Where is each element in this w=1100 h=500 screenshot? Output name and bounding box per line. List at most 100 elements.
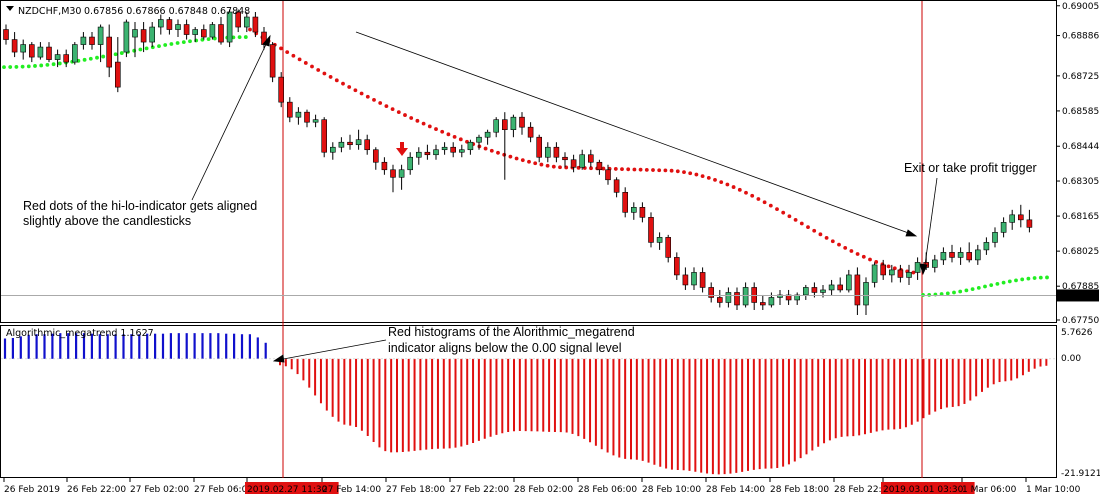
time-highlight-label: 2019.02.27 11:30 — [247, 485, 328, 495]
bear-candle-body — [605, 169, 611, 181]
bear-candle-body — [527, 126, 534, 138]
bear-candle-body — [304, 111, 310, 123]
hilo-red-dot — [372, 98, 376, 102]
bull-candle-body — [691, 272, 697, 286]
hilo-green-dot — [101, 54, 106, 59]
candle — [957, 247, 964, 265]
bear-candle-body — [648, 217, 654, 243]
hilo-red-dot — [365, 94, 370, 99]
candle — [1026, 209, 1033, 233]
hilo-green-dot — [95, 55, 99, 60]
bull-candle-body — [974, 249, 981, 261]
time-tick-label: 27 Feb 22:00 — [450, 485, 509, 495]
bull-candle-body — [338, 141, 345, 148]
hilo-red-dot — [657, 168, 662, 173]
hilo-red-dot — [496, 150, 500, 155]
price-tick-label: 0.68444 — [1062, 142, 1099, 152]
candle — [785, 289, 792, 305]
hilo-red-dot — [762, 200, 767, 205]
bull-candle-body — [80, 36, 87, 45]
candle — [691, 267, 697, 290]
candle — [132, 22, 138, 58]
bull-candle-body — [983, 242, 990, 251]
candle — [252, 12, 259, 38]
bear-candle-body — [1017, 214, 1024, 221]
hilo-red-dot — [663, 168, 668, 173]
hilo-green-dot — [26, 64, 31, 69]
hilo-red-dot — [886, 264, 891, 269]
symbol-dropdown-icon[interactable] — [6, 6, 14, 11]
hilo-red-dot — [620, 167, 624, 172]
bull-candle-body — [940, 252, 947, 261]
bear-candle-body — [372, 149, 379, 163]
hilo-red-dot — [632, 167, 637, 172]
bull-candle-body — [914, 262, 921, 273]
candle — [390, 164, 396, 193]
bull-candle-body — [579, 154, 586, 168]
hilo-red-dot — [818, 232, 823, 237]
candle — [570, 154, 577, 173]
hilo-green-dot — [57, 61, 62, 66]
bear-candle-body — [89, 36, 95, 45]
hilo-red-dot — [508, 154, 513, 159]
bear-candle-body — [966, 252, 973, 261]
bull-candle-body — [132, 29, 138, 38]
hilo-red-dot — [744, 190, 748, 195]
hilo-red-dot — [434, 127, 438, 131]
hilo-green-dot — [970, 287, 975, 292]
bear-candle-body — [837, 284, 844, 291]
hilo-red-dot — [279, 46, 283, 51]
hilo-green-dot — [1020, 277, 1025, 282]
bull-candle-body — [656, 237, 663, 243]
hilo-red-dot — [626, 167, 631, 172]
candle — [682, 267, 689, 290]
candle — [699, 267, 706, 293]
bull-candle-body — [871, 264, 878, 283]
candle — [183, 19, 190, 40]
hilo-red-dot — [446, 132, 451, 137]
candle — [467, 139, 474, 155]
hilo-green-dot — [945, 291, 950, 296]
indicator-zero-label: 0.00 — [1061, 354, 1081, 364]
candle — [381, 157, 388, 175]
hilo-red-dot — [849, 249, 854, 253]
trend-line — [355, 31, 915, 236]
hilo-green-dot — [138, 47, 143, 52]
indicator-min-label: -21.9121 — [1061, 469, 1100, 479]
candle — [175, 19, 181, 38]
bear-candle-body — [46, 46, 52, 60]
candle — [140, 22, 147, 53]
bear-candle-body — [699, 272, 706, 288]
hilo-red-dot — [719, 180, 724, 184]
current-price-badge — [1057, 289, 1099, 302]
hilo-green-dot — [983, 284, 987, 289]
hilo-red-dot — [613, 167, 618, 171]
bull-candle-body — [725, 292, 732, 303]
bull-candle-body — [123, 21, 130, 53]
hilo-red-dot — [458, 137, 463, 142]
hilo-red-dot — [638, 167, 643, 172]
bear-candle-body — [63, 54, 70, 63]
hilo-red-dot — [359, 91, 364, 96]
hilo-green-dot — [150, 45, 155, 50]
price-tick-label: 0.68305 — [1062, 177, 1099, 187]
hilo-green-dot — [51, 62, 56, 67]
candle — [992, 227, 998, 248]
candlestick-series — [3, 9, 1033, 315]
bull-candle-body — [476, 136, 482, 143]
hilo-red-dot — [545, 163, 550, 168]
time-tick-label: 28 Feb 22:00 — [834, 485, 893, 495]
hilo-red-dot — [316, 68, 321, 72]
hilo-red-dot — [396, 110, 401, 115]
hilo-green-dot — [82, 57, 87, 62]
hilo-green-dot — [45, 62, 50, 67]
candle — [63, 49, 70, 68]
time-highlight-label: 2019.03.01 03:30 — [883, 485, 964, 495]
time-tick-label: 27 Feb 14:00 — [322, 485, 381, 495]
candle — [777, 289, 783, 305]
bull-candle-body — [458, 149, 465, 153]
hilo-red-dot — [322, 71, 327, 76]
bull-candle-body — [768, 297, 775, 306]
hilo-red-dot — [824, 235, 829, 240]
